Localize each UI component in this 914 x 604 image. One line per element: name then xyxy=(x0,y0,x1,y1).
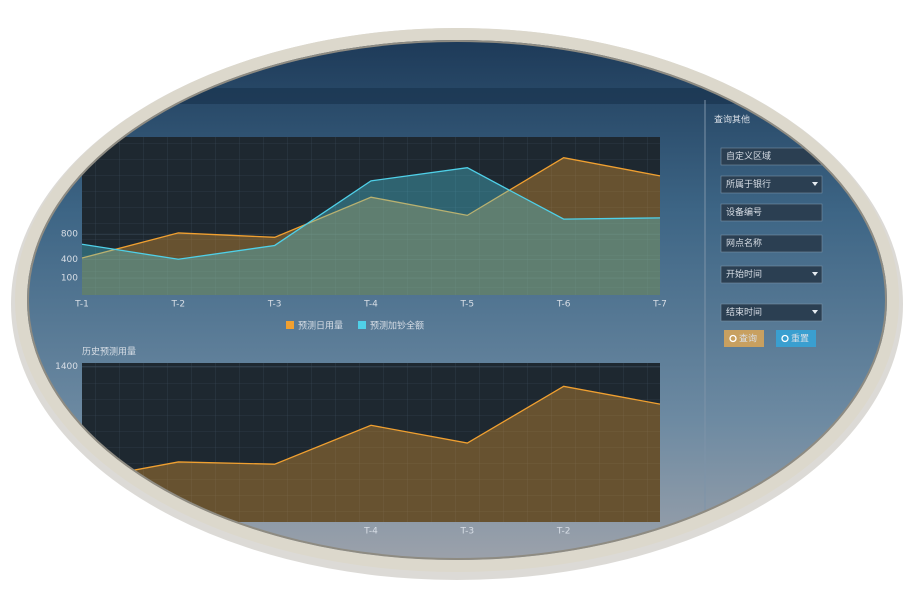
area-fill xyxy=(82,167,660,295)
button[interactable] xyxy=(776,330,816,347)
dropdown-arrow xyxy=(812,272,818,276)
x-tick-label: T-2 xyxy=(171,300,186,310)
x-tick-label: T-2 xyxy=(556,527,571,537)
series-line xyxy=(81,157,661,259)
legend-swatch xyxy=(286,321,294,329)
chart-title: 历史预测用量 xyxy=(82,346,136,358)
x-tick-label: T-4 xyxy=(363,300,378,310)
field-label: 设备编号 xyxy=(726,206,762,218)
x-tick-label: T-6 xyxy=(556,300,571,310)
x-tick-label: T-5 xyxy=(460,300,475,310)
x-tick-label: T-7 xyxy=(652,300,667,310)
dropdown-arrow xyxy=(812,182,818,186)
field-label: 自定义区域 xyxy=(726,150,771,162)
button-icon xyxy=(729,334,737,343)
field-label: 网点名称 xyxy=(726,237,762,249)
series-line xyxy=(81,167,661,260)
button-label: 重置 xyxy=(791,333,809,345)
x-tick-label: T-3 xyxy=(460,527,475,537)
y-tick-label: 100 xyxy=(61,274,78,284)
oval-frame xyxy=(15,28,899,572)
legend-swatch xyxy=(358,321,366,329)
field-label: 所属于银行 xyxy=(726,178,771,190)
area-fill xyxy=(82,157,660,295)
y-tick-label: 800 xyxy=(61,230,78,240)
plot-grid xyxy=(82,137,660,295)
y-tick-label: 1400 xyxy=(55,362,78,372)
legend-label: 预测日用量 xyxy=(298,321,343,332)
form-field[interactable] xyxy=(720,203,823,222)
panel-title: 查询其他 xyxy=(714,114,750,126)
field-label: 结束时间 xyxy=(726,306,762,318)
dropdown-arrow xyxy=(812,310,818,314)
form-field[interactable] xyxy=(720,234,823,253)
series-line xyxy=(81,385,661,481)
y-tick-label: 400 xyxy=(61,255,78,265)
x-tick-label: T-1 xyxy=(74,300,89,310)
x-tick-label: T-4 xyxy=(363,527,378,537)
field-label: 开始时间 xyxy=(726,268,762,280)
x-tick-label: T-3 xyxy=(267,300,282,310)
button[interactable] xyxy=(724,330,764,347)
form-field[interactable] xyxy=(720,175,823,194)
button-label: 查询 xyxy=(739,333,757,345)
form-field[interactable] xyxy=(720,265,823,284)
form-field[interactable] xyxy=(720,303,823,322)
legend-label: 预测加钞全额 xyxy=(370,320,424,332)
button-icon xyxy=(781,334,789,343)
area-fill xyxy=(82,386,660,522)
top-bar xyxy=(25,88,889,104)
plot-grid xyxy=(82,363,660,522)
oval-frame-inner xyxy=(27,40,887,560)
